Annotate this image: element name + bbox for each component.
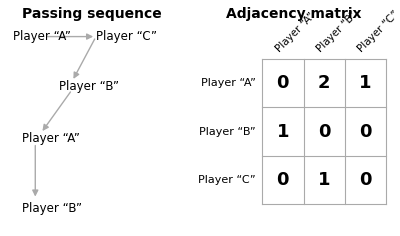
Text: Player “A”: Player “A” [22,131,80,145]
Text: Player “B”: Player “B” [199,126,256,137]
Text: Player “A”: Player “A” [274,11,317,54]
Text: Player “A”: Player “A” [201,78,256,88]
Text: Player “C”: Player “C” [198,175,256,185]
Text: Player “B”: Player “B” [22,202,82,215]
Text: Player “C”: Player “C” [96,30,157,43]
Text: Player “B”: Player “B” [315,10,359,54]
Text: 0: 0 [318,122,330,141]
Text: Passing sequence: Passing sequence [22,7,162,21]
Text: 1: 1 [359,74,372,92]
Text: 0: 0 [359,122,372,141]
Text: 1: 1 [277,122,289,141]
Text: Adjacency matrix: Adjacency matrix [226,7,362,21]
Text: Player “A”: Player “A” [13,30,71,43]
Text: 0: 0 [359,171,372,189]
Text: Player “B”: Player “B” [59,80,119,93]
Text: 2: 2 [318,74,330,92]
Text: 1: 1 [318,171,330,189]
Text: 0: 0 [277,171,289,189]
Text: Player “C”: Player “C” [356,9,400,54]
Text: 0: 0 [277,74,289,92]
